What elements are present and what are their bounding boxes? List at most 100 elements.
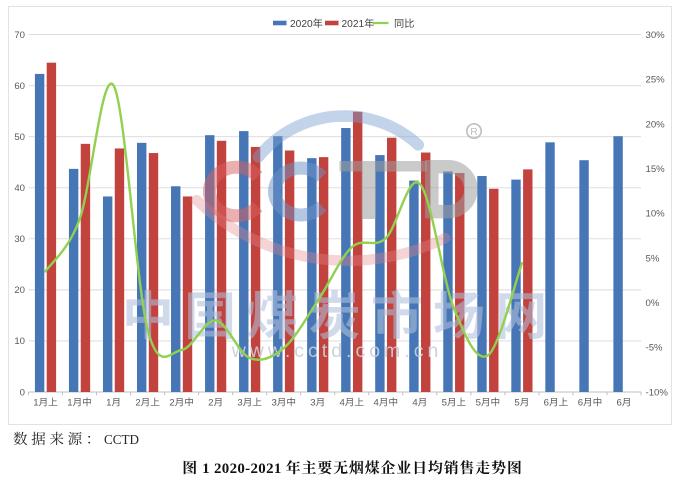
right-tick-label-0%: 0% [646,298,660,309]
path [345,397,353,407]
path [31,431,46,446]
rect [339,161,427,172]
bar-2020-3月上 [239,131,249,392]
bar-2020-3月中 [273,136,283,392]
watermark-cn-text [126,289,544,340]
path [559,397,568,406]
bar-2020-2月 [205,135,215,393]
bar-2021-5月上 [455,172,465,392]
path [38,397,47,407]
x-label-6月中: 6 [578,397,602,409]
text: 3 [237,398,242,409]
right-tick-label--10%: -10% [646,387,669,398]
path [417,397,426,407]
text: 3 [271,398,276,409]
path [313,18,323,28]
text: 5 [476,398,481,409]
bar-2021-1月上 [46,62,57,392]
path [491,460,506,475]
bar-2021-2月中 [182,196,193,392]
path [333,460,348,475]
path [49,431,64,446]
bar-2020-4月中 [375,155,385,392]
path [434,291,483,339]
bar-2020-4月 [409,180,419,392]
legend-label-yoy [394,18,414,28]
x-label-5月: 5 [514,398,528,409]
text: 4 [339,398,345,409]
left-tick-label-0: 0 [20,387,25,398]
chart-border [8,6,672,425]
text: 1 [106,398,111,409]
path [247,290,298,340]
right-tick-label-5%: 5% [646,253,660,264]
left-tick-label-10: 10 [14,336,25,347]
bar-2021-5月 [523,169,533,392]
text: 1 [67,398,72,409]
bar-2021-3月 [318,157,329,392]
bar-2021-3月上 [250,146,261,392]
right-tick-label-15%: 15% [646,164,666,175]
path [315,397,324,407]
path [396,460,411,474]
path [508,460,521,475]
left-tick-label-70: 70 [14,30,25,41]
figure-caption: 1 2020-2021 [183,460,521,477]
right-tick-label--5%: -5% [646,343,664,354]
bar-2021-5月中 [489,188,499,392]
x-label-3月上: 3 [237,397,262,409]
bar-2021-4月中 [386,137,397,392]
path [379,397,387,407]
right-tick-label-25%: 25% [646,75,666,86]
text: CCTD [104,432,139,447]
text: 6 [617,398,622,409]
bar-2020-6月上 [545,142,555,392]
path [475,460,490,475]
text: 4 [412,398,418,409]
bars-2021 [46,62,533,392]
path [447,397,455,407]
path [243,397,251,407]
x-label-2月: 2 [208,398,222,409]
text: 2 [169,398,174,409]
path [302,460,316,474]
text: 1 [33,398,38,409]
path [414,460,426,475]
legend-swatch-2021 [325,20,339,26]
path [88,435,91,444]
path [287,397,296,407]
path [174,397,183,407]
path [317,460,332,475]
path [460,460,474,475]
bar-2020-5月中 [477,176,487,392]
bar-2021-1月中 [80,143,91,392]
text: 6 [578,398,583,409]
path [380,460,396,474]
x-label-5月上: 5 [442,398,466,409]
yoy-line [44,82,524,361]
text: 2 [208,398,213,409]
x-label-1月: 1 [106,398,120,409]
path [188,292,233,340]
bar-2020-2月中 [171,186,181,392]
bar-2020-1月 [102,196,113,392]
path [622,397,630,407]
text: 5 [442,398,447,409]
text: 2021 [342,19,365,30]
right-tick-label-20%: 20% [646,119,666,130]
path [457,397,466,406]
text: 4 [374,398,380,409]
logo-letter-C1 [202,160,263,223]
legend-swatch-2020 [273,20,287,26]
path [13,431,28,446]
right-axis-labels: -10% -5% 0% 5% 10% 15% 20% 25% 30% [646,30,669,398]
legend-label-2021: 2021 [342,18,374,30]
path [428,460,443,475]
x-axis-labels: 1 1 1 2 2 2 3 3 3 4 4 4 5 5 5 6 6 6 [33,397,630,409]
x-label-6月上: 6 [544,398,568,409]
path [48,397,58,406]
x-label-4月中: 4 [374,397,398,409]
x-label-3月中: 3 [271,397,296,409]
path [72,397,81,407]
